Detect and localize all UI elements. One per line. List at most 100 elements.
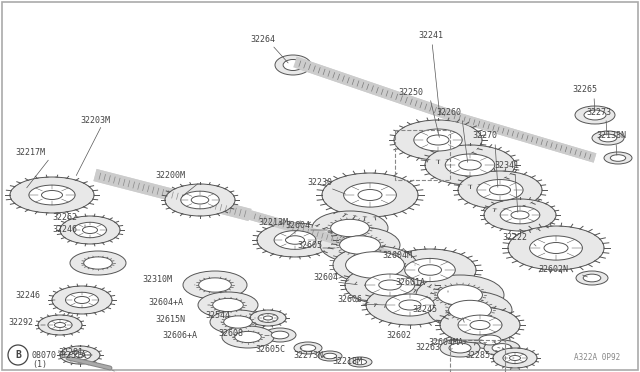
Ellipse shape bbox=[331, 219, 369, 237]
Text: 32544: 32544 bbox=[205, 311, 230, 320]
Text: (1): (1) bbox=[32, 360, 47, 369]
Ellipse shape bbox=[69, 350, 91, 360]
Ellipse shape bbox=[394, 120, 482, 160]
Ellipse shape bbox=[508, 226, 604, 270]
Ellipse shape bbox=[283, 60, 303, 71]
Ellipse shape bbox=[74, 296, 90, 304]
Ellipse shape bbox=[584, 110, 606, 120]
Text: 32341: 32341 bbox=[494, 161, 519, 170]
Ellipse shape bbox=[530, 236, 582, 260]
Text: 32222: 32222 bbox=[502, 233, 527, 242]
Text: 32246: 32246 bbox=[52, 225, 77, 234]
Ellipse shape bbox=[384, 249, 476, 291]
Ellipse shape bbox=[500, 206, 540, 224]
Text: B: B bbox=[15, 350, 21, 360]
Text: 32250: 32250 bbox=[398, 88, 423, 97]
Ellipse shape bbox=[484, 340, 520, 356]
Ellipse shape bbox=[365, 274, 415, 296]
Ellipse shape bbox=[65, 292, 99, 308]
Ellipse shape bbox=[458, 315, 502, 335]
Ellipse shape bbox=[492, 344, 512, 352]
Ellipse shape bbox=[399, 300, 421, 310]
Ellipse shape bbox=[503, 353, 527, 363]
Ellipse shape bbox=[379, 280, 401, 290]
Text: 32604: 32604 bbox=[313, 273, 338, 282]
Ellipse shape bbox=[470, 321, 490, 330]
Ellipse shape bbox=[323, 353, 337, 359]
Ellipse shape bbox=[198, 278, 231, 292]
Ellipse shape bbox=[333, 246, 417, 284]
Ellipse shape bbox=[345, 265, 435, 305]
Ellipse shape bbox=[294, 342, 322, 354]
Ellipse shape bbox=[477, 180, 523, 201]
Text: A322A 0P92: A322A 0P92 bbox=[573, 353, 620, 362]
Ellipse shape bbox=[576, 271, 608, 285]
Ellipse shape bbox=[458, 171, 542, 209]
Text: 32200M: 32200M bbox=[155, 171, 185, 180]
Ellipse shape bbox=[54, 323, 65, 327]
Ellipse shape bbox=[414, 129, 462, 151]
Ellipse shape bbox=[490, 185, 511, 195]
Ellipse shape bbox=[440, 307, 520, 343]
Ellipse shape bbox=[459, 160, 481, 170]
Ellipse shape bbox=[183, 271, 247, 299]
Ellipse shape bbox=[180, 191, 220, 209]
Ellipse shape bbox=[198, 292, 258, 318]
Ellipse shape bbox=[312, 211, 388, 245]
Text: 32262: 32262 bbox=[52, 213, 77, 222]
Text: 32604MA: 32604MA bbox=[428, 338, 463, 347]
Text: 32138N: 32138N bbox=[596, 131, 626, 140]
Ellipse shape bbox=[419, 265, 442, 275]
Ellipse shape bbox=[358, 189, 382, 201]
Ellipse shape bbox=[479, 335, 501, 345]
Ellipse shape bbox=[611, 155, 626, 161]
Ellipse shape bbox=[275, 55, 311, 75]
Ellipse shape bbox=[222, 326, 274, 348]
Text: 32265: 32265 bbox=[572, 85, 597, 94]
Ellipse shape bbox=[264, 328, 296, 342]
Text: 32260: 32260 bbox=[436, 108, 461, 117]
Ellipse shape bbox=[212, 298, 243, 312]
Ellipse shape bbox=[52, 286, 112, 314]
Text: 32218M: 32218M bbox=[332, 357, 362, 366]
Ellipse shape bbox=[257, 223, 333, 257]
Ellipse shape bbox=[48, 320, 72, 330]
Ellipse shape bbox=[210, 310, 266, 334]
Ellipse shape bbox=[509, 356, 520, 360]
Ellipse shape bbox=[318, 351, 342, 361]
Text: 32310M: 32310M bbox=[142, 275, 172, 284]
Ellipse shape bbox=[470, 331, 510, 349]
Ellipse shape bbox=[404, 259, 455, 282]
Ellipse shape bbox=[583, 274, 601, 282]
Ellipse shape bbox=[264, 316, 273, 320]
Ellipse shape bbox=[440, 339, 480, 357]
Ellipse shape bbox=[438, 285, 483, 305]
Ellipse shape bbox=[29, 185, 75, 205]
Text: 32605C: 32605C bbox=[255, 345, 285, 354]
Ellipse shape bbox=[74, 222, 106, 238]
Ellipse shape bbox=[75, 353, 85, 357]
Ellipse shape bbox=[428, 291, 512, 329]
Ellipse shape bbox=[445, 154, 495, 176]
Text: 32241: 32241 bbox=[418, 31, 443, 40]
Ellipse shape bbox=[592, 131, 624, 145]
Ellipse shape bbox=[322, 173, 418, 217]
Text: 32608: 32608 bbox=[218, 329, 243, 338]
Text: 32217M: 32217M bbox=[15, 148, 45, 157]
Text: 32246: 32246 bbox=[15, 291, 40, 300]
Text: 32601A: 32601A bbox=[395, 278, 425, 287]
Ellipse shape bbox=[599, 134, 617, 142]
Ellipse shape bbox=[42, 190, 63, 199]
Text: 32273: 32273 bbox=[586, 108, 611, 117]
Ellipse shape bbox=[258, 314, 278, 323]
Ellipse shape bbox=[449, 343, 471, 353]
Text: 32264: 32264 bbox=[250, 35, 275, 44]
Ellipse shape bbox=[604, 152, 632, 164]
Ellipse shape bbox=[425, 145, 515, 185]
Ellipse shape bbox=[60, 346, 100, 364]
Ellipse shape bbox=[344, 183, 396, 207]
Ellipse shape bbox=[346, 252, 404, 278]
Text: 32602: 32602 bbox=[386, 331, 411, 340]
Ellipse shape bbox=[83, 227, 97, 234]
Ellipse shape bbox=[340, 236, 380, 254]
